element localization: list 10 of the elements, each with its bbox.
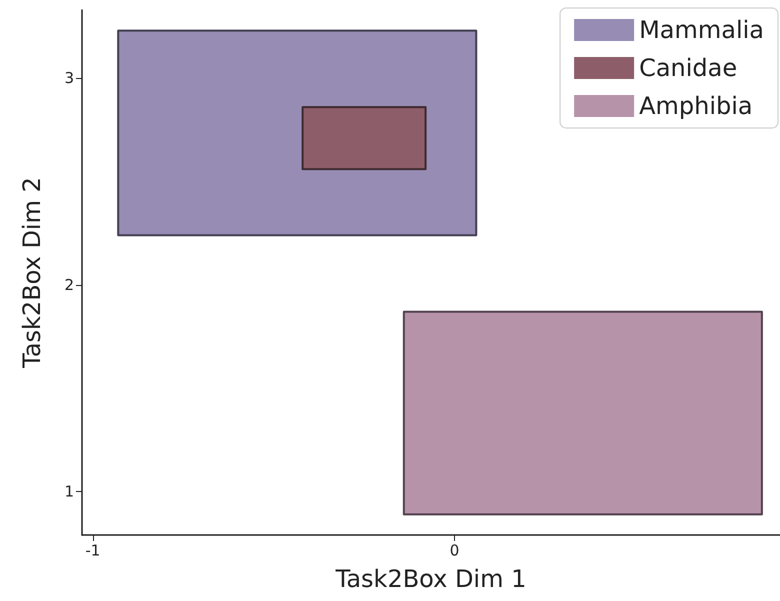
x-axis-title: Task2Box Dim 1 <box>334 565 526 593</box>
y-tick-label: 1 <box>64 482 74 501</box>
y-tick-label: 3 <box>64 69 74 88</box>
x-tick-label: 0 <box>450 542 460 560</box>
y-tick-label: 2 <box>64 276 74 294</box>
legend-label: Mammalia <box>639 16 764 44</box>
legend-label: Canidae <box>639 54 738 82</box>
x-tick-label: -1 <box>85 542 100 560</box>
y-axis-title: Task2Box Dim 2 <box>18 177 46 369</box>
legend-label: Amphibia <box>639 92 753 120</box>
